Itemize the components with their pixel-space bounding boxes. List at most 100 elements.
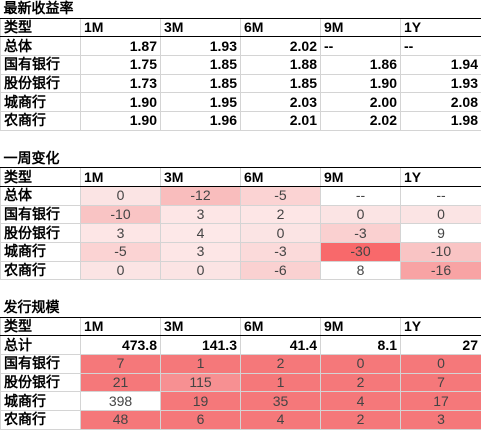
row-label: 股份银行 xyxy=(0,372,81,393)
value-cell: 115 xyxy=(160,372,241,393)
section-title-row: 一周变化 xyxy=(0,149,481,169)
row-label: 股份银行 xyxy=(0,73,81,94)
value-cell: -10 xyxy=(80,204,161,225)
value-cell: 141.3 xyxy=(160,335,241,356)
value-cell: 2.02 xyxy=(240,36,321,57)
value-cell: 0 xyxy=(320,354,401,374)
value-cell: 1.90 xyxy=(80,111,161,131)
row-label: 城商行 xyxy=(0,92,81,113)
header-cell: 1M xyxy=(80,167,161,187)
value-cell: 2.01 xyxy=(240,111,321,131)
header-cell: 类型 xyxy=(0,17,81,38)
title-fill xyxy=(240,149,321,169)
value-cell: 3 xyxy=(160,241,241,262)
data-row: 城商行 -5 3 -3 -30 -10 xyxy=(0,241,481,262)
row-label: 国有银行 xyxy=(0,204,81,225)
blank-cell xyxy=(80,279,161,299)
value-cell: 2.08 xyxy=(400,92,481,113)
header-cell: 3M xyxy=(160,316,241,337)
title-fill xyxy=(400,0,481,19)
value-cell: 6 xyxy=(160,410,241,430)
header-cell: 9M xyxy=(320,17,401,38)
row-label: 农商行 xyxy=(0,410,81,430)
value-cell: 9 xyxy=(400,223,481,243)
title-fill xyxy=(320,149,401,169)
header-cell: 1Y xyxy=(400,316,481,337)
header-cell: 6M xyxy=(240,17,321,38)
title-fill xyxy=(320,298,401,318)
value-cell: 1.90 xyxy=(80,92,161,113)
value-cell: 1 xyxy=(240,372,321,393)
value-cell: 2.03 xyxy=(240,92,321,113)
data-row: 总体 0 -12 -5 -- -- xyxy=(0,185,481,206)
value-cell: 2.00 xyxy=(320,92,401,113)
value-cell: -- xyxy=(400,36,481,57)
data-row: 农商行 1.90 1.96 2.01 2.02 1.98 xyxy=(0,111,481,131)
header-cell: 9M xyxy=(320,316,401,337)
data-row: 城商行 398 19 35 4 17 xyxy=(0,391,481,412)
section-title: 发行规模 xyxy=(0,298,81,318)
blank-cell xyxy=(160,130,241,150)
value-cell: 2 xyxy=(320,410,401,430)
row-label: 国有银行 xyxy=(0,55,81,75)
title-fill xyxy=(160,149,241,169)
value-cell: 0 xyxy=(240,223,321,243)
title-fill xyxy=(400,149,481,169)
value-cell: 3 xyxy=(80,223,161,243)
blank-cell xyxy=(320,130,401,150)
value-cell: 1.98 xyxy=(400,111,481,131)
header-cell: 6M xyxy=(240,167,321,187)
header-cell: 3M xyxy=(160,167,241,187)
header-row: 类型 1M 3M 6M 9M 1Y xyxy=(0,17,481,38)
title-fill xyxy=(160,298,241,318)
value-cell: 1.93 xyxy=(400,73,481,94)
blank-cell xyxy=(80,130,161,150)
blank-cell xyxy=(240,130,321,150)
blank-cell xyxy=(320,279,401,299)
blank-cell xyxy=(400,279,481,299)
value-cell: 2 xyxy=(320,372,401,393)
value-cell: 1.88 xyxy=(240,55,321,75)
value-cell: -6 xyxy=(240,260,321,281)
row-label: 城商行 xyxy=(0,391,81,412)
value-cell: 7 xyxy=(400,372,481,393)
value-cell: 0 xyxy=(80,185,161,206)
value-cell: -30 xyxy=(320,241,401,262)
blank-cell xyxy=(400,130,481,150)
row-label: 农商行 xyxy=(0,260,81,281)
value-cell: 2 xyxy=(240,354,321,374)
title-fill xyxy=(320,0,401,19)
value-cell: 35 xyxy=(240,391,321,412)
value-cell: -- xyxy=(320,185,401,206)
value-cell: 473.8 xyxy=(80,335,161,356)
header-cell: 1Y xyxy=(400,167,481,187)
data-row: 总计 473.8 141.3 41.4 8.1 27 xyxy=(0,335,481,356)
title-fill xyxy=(240,0,321,19)
title-fill xyxy=(80,298,161,318)
header-cell: 9M xyxy=(320,167,401,187)
data-row: 股份银行 3 4 0 -3 9 xyxy=(0,223,481,243)
value-cell: 1.85 xyxy=(160,73,241,94)
value-cell: 1.86 xyxy=(320,55,401,75)
value-cell: -5 xyxy=(80,241,161,262)
data-row: 股份银行 21 115 1 2 7 xyxy=(0,372,481,393)
header-cell: 1Y xyxy=(400,17,481,38)
value-cell: -5 xyxy=(240,185,321,206)
row-label: 总体 xyxy=(0,185,81,206)
value-cell: 0 xyxy=(320,204,401,225)
value-cell: 4 xyxy=(160,223,241,243)
value-cell: -3 xyxy=(320,223,401,243)
blank-cell xyxy=(240,279,321,299)
value-cell: -12 xyxy=(160,185,241,206)
value-cell: 0 xyxy=(160,260,241,281)
value-cell: 0 xyxy=(80,260,161,281)
value-cell: 19 xyxy=(160,391,241,412)
title-fill xyxy=(400,298,481,318)
data-row: 国有银行 1.75 1.85 1.88 1.86 1.94 xyxy=(0,55,481,75)
section-title-row: 发行规模 xyxy=(0,298,481,318)
value-cell: 27 xyxy=(400,335,481,356)
header-cell: 6M xyxy=(240,316,321,337)
